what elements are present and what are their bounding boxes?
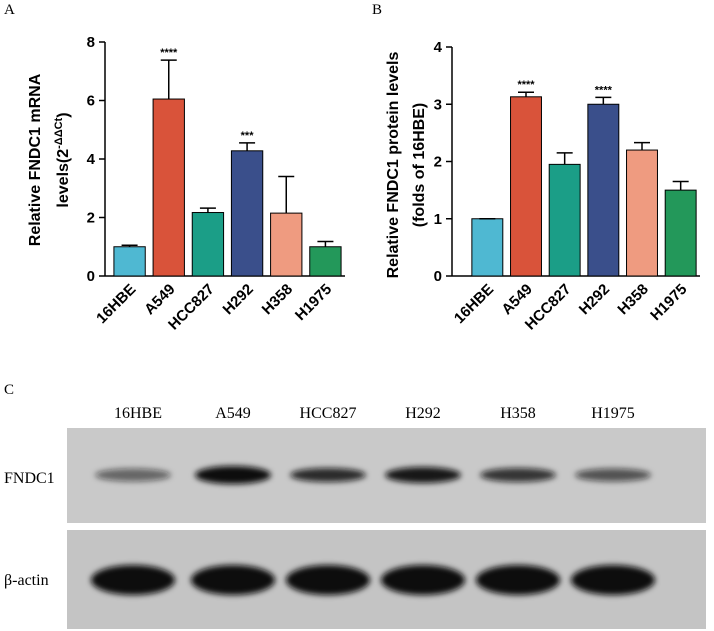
lane-label: H1975 xyxy=(591,405,635,422)
lane-label: HCC827 xyxy=(300,405,357,422)
bar xyxy=(230,150,264,277)
lane-label: 16HBE xyxy=(114,405,162,422)
y-tick-label: 0 xyxy=(87,268,95,285)
blot-band xyxy=(286,565,370,595)
bar xyxy=(270,212,303,277)
blot-band xyxy=(95,468,171,482)
blot-bands xyxy=(91,466,655,595)
x-tick-label: H358 xyxy=(614,281,651,318)
bar xyxy=(548,163,581,277)
y-axis-label: Relative FNDC1 mRNA xyxy=(27,73,44,246)
y-axis-label-part: ) xyxy=(55,112,72,117)
x-tick-label: H358 xyxy=(259,281,296,318)
error-bar xyxy=(317,240,334,247)
x-tick-label: 16HBE xyxy=(451,281,497,327)
significance-label: **** xyxy=(517,79,535,91)
error-bar xyxy=(278,175,295,214)
error-bar xyxy=(556,152,573,165)
x-tick-label: H292 xyxy=(576,281,613,318)
y-axis-label-part: levels(2 xyxy=(55,149,72,208)
y-tick-label: 8 xyxy=(87,34,95,51)
error-bar xyxy=(634,141,650,151)
error-bar xyxy=(595,96,612,105)
blot-band xyxy=(381,565,465,595)
error-bar xyxy=(199,207,216,213)
error-bar xyxy=(121,244,138,247)
panel-label: A xyxy=(4,2,15,18)
bar xyxy=(471,218,504,277)
bar xyxy=(664,189,697,277)
x-tick-label: H292 xyxy=(220,281,257,318)
blot-band xyxy=(91,565,175,595)
bar xyxy=(510,96,542,277)
y-tick-label: 0 xyxy=(434,268,442,285)
row-label: β-actin xyxy=(4,572,49,589)
bar xyxy=(113,246,146,277)
y-axis-label-sup: -ΔΔCt xyxy=(53,117,65,148)
blot-band xyxy=(385,467,461,483)
blot-band xyxy=(571,565,655,595)
y-axis-label: Relative FNDC1 protein levels xyxy=(385,52,402,279)
lane-label: A549 xyxy=(215,405,251,422)
blot-band xyxy=(195,466,271,484)
error-bar xyxy=(672,180,689,191)
x-tick-label: H1975 xyxy=(647,281,690,324)
bar xyxy=(309,246,342,277)
panel-label: B xyxy=(372,2,382,18)
error-bar xyxy=(518,91,534,97)
blot-band xyxy=(191,565,275,595)
x-tick-label: H1975 xyxy=(292,281,335,324)
y-axis-label: (folds of 16HBE) xyxy=(411,103,428,227)
panel-label: C xyxy=(4,382,14,398)
y-axis-label: levels(2-ΔΔCt) xyxy=(53,112,72,207)
significance-label: **** xyxy=(160,47,178,59)
blot-band xyxy=(290,468,366,482)
y-tick-label: 2 xyxy=(434,154,442,171)
bar xyxy=(152,98,185,277)
bar xyxy=(191,212,225,277)
blot-band xyxy=(480,468,556,482)
y-tick-label: 4 xyxy=(434,39,443,56)
y-tick-label: 1 xyxy=(434,211,442,228)
x-tick-label: 16HBE xyxy=(93,281,139,327)
y-tick-label: 2 xyxy=(87,210,95,227)
y-tick-label: 4 xyxy=(87,151,96,168)
blot-band xyxy=(575,468,651,482)
error-bar xyxy=(160,59,177,100)
row-label: FNDC1 xyxy=(4,470,55,487)
significance-label: **** xyxy=(595,84,613,96)
significance-label: *** xyxy=(241,130,255,142)
y-tick-label: 6 xyxy=(87,93,95,110)
bar xyxy=(587,103,620,277)
error-bar xyxy=(239,142,256,151)
lane-label: H292 xyxy=(405,405,441,422)
y-tick-label: 3 xyxy=(434,96,442,113)
lane-label: H358 xyxy=(500,405,536,422)
blot-band xyxy=(476,565,560,595)
bar xyxy=(626,149,658,277)
